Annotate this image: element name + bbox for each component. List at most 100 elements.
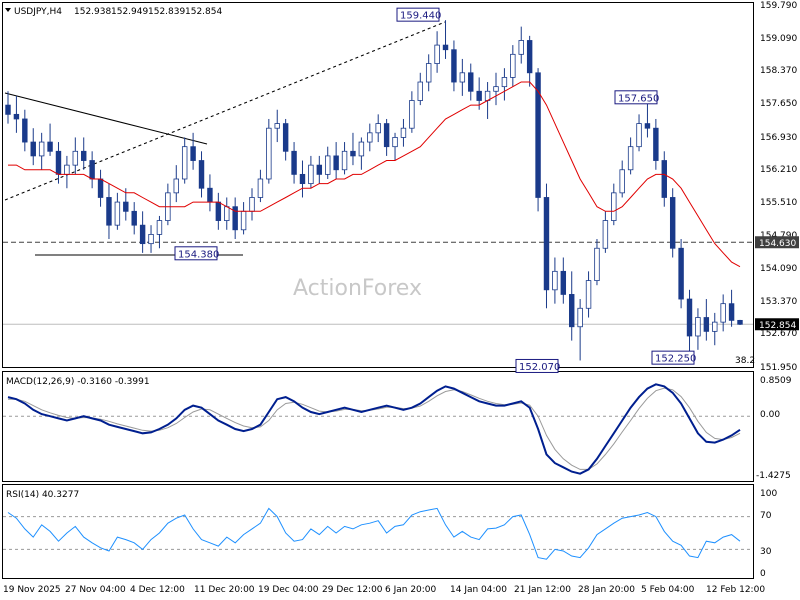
candle — [442, 20, 449, 59]
time-tick: 21 Jan 12:00 — [514, 585, 571, 595]
candle — [38, 132, 45, 170]
candle — [392, 132, 398, 161]
macd-pane — [2, 371, 754, 482]
time-tick: 14 Jan 04:00 — [450, 585, 507, 595]
candle — [703, 299, 710, 341]
candle — [156, 215, 163, 249]
candle — [308, 155, 314, 189]
candle — [468, 63, 474, 101]
candle — [695, 308, 701, 350]
candle — [678, 239, 684, 309]
open-value: 152.938 — [74, 7, 111, 17]
candle — [47, 123, 53, 156]
price-tick: 154.090 — [760, 264, 797, 274]
price-annotation: 154.380 — [174, 246, 219, 261]
fib-level-label: 38.2 — [735, 356, 755, 366]
candle — [636, 114, 642, 152]
price-tick: 157.650 — [760, 99, 797, 109]
price-tick: 154.790 — [760, 231, 797, 241]
candle — [611, 183, 617, 226]
time-tick: 11 Dec 20:00 — [194, 585, 255, 595]
candle — [367, 123, 373, 152]
candle — [661, 151, 667, 207]
candle — [316, 155, 323, 184]
rsi-pane — [2, 484, 754, 579]
candle — [476, 77, 482, 110]
candle — [686, 289, 693, 353]
rising-trendline[interactable] — [4, 21, 446, 201]
time-tick: 12 Feb 12:00 — [706, 585, 765, 595]
time-tick: 6 Jan 20:00 — [385, 585, 437, 595]
price-tick: 153.370 — [760, 297, 797, 307]
price-annotation-label: 154.380 — [178, 249, 219, 260]
price-tick: 156.930 — [760, 133, 797, 143]
candle — [409, 91, 415, 133]
candle — [712, 312, 718, 346]
time-axis: 19 Nov 2025 27 Nov 04:00 4 Dec 12:00 11 … — [3, 585, 765, 595]
high-value: 152.949 — [111, 7, 148, 17]
candle — [552, 257, 558, 304]
candle — [653, 118, 659, 170]
rsi-line — [7, 507, 741, 560]
time-tick: 29 Dec 12:00 — [322, 585, 383, 595]
price-tag-label: 152.854 — [759, 321, 796, 331]
rsi-tick: 30 — [760, 547, 772, 557]
macd-tick: 0.00 — [760, 410, 780, 420]
price-tag-label: 154.630 — [759, 239, 796, 249]
candle — [510, 45, 516, 87]
candle — [5, 91, 11, 124]
candle — [291, 142, 297, 184]
candle — [81, 137, 87, 170]
candle — [737, 319, 743, 325]
low-value: 152.839 — [148, 7, 185, 17]
price-tick: 151.950 — [760, 363, 797, 373]
candle — [72, 137, 79, 175]
candle — [274, 109, 280, 143]
price-axis: 159.790 159.090 158.370 157.650 156.930 … — [760, 1, 797, 373]
price-tick: 156.210 — [760, 165, 797, 175]
price-tags-group: 154.630 152.854 — [755, 236, 799, 331]
candle — [425, 54, 432, 92]
candle — [123, 188, 129, 221]
price-annotation-label: 152.250 — [655, 354, 696, 365]
price-annotation: 152.070 — [515, 358, 560, 373]
candle — [602, 211, 609, 253]
candle — [173, 165, 179, 203]
candle — [518, 26, 524, 64]
candle — [358, 137, 365, 170]
price-annotation: 152.250 — [651, 350, 696, 365]
candle — [728, 289, 735, 327]
candle — [459, 58, 466, 96]
falling-trendline[interactable] — [4, 92, 208, 145]
macd-tick: 0.8509 — [760, 376, 792, 386]
candle — [13, 95, 20, 133]
candle — [669, 188, 676, 258]
candle — [257, 169, 264, 203]
candle — [333, 142, 339, 179]
candle — [493, 72, 499, 106]
candle — [720, 294, 726, 332]
candle — [577, 299, 583, 361]
time-tick: 28 Jan 20:00 — [578, 585, 635, 595]
annotations-group: 159.440 157.650 154.380 152.070 152.250 — [174, 7, 696, 373]
candle — [644, 102, 651, 138]
candle — [341, 142, 348, 175]
candle — [22, 109, 28, 152]
candle — [266, 118, 272, 184]
time-tick: 19 Dec 04:00 — [258, 585, 319, 595]
rsi-tick: 0 — [760, 569, 766, 579]
candle — [325, 146, 331, 179]
candle — [190, 132, 196, 170]
price-header: USDJPY,H4 152.938 152.949 152.839 152.85… — [5, 7, 222, 17]
collapse-triangle-icon[interactable] — [5, 8, 11, 12]
price-annotation-label: 152.070 — [519, 362, 560, 373]
price-annotation: 157.650 — [614, 90, 659, 105]
macd-axis: 0.8509 0.00 -1.4275 — [756, 376, 792, 481]
candle — [526, 35, 533, 87]
candle — [383, 118, 390, 156]
candles-group — [5, 20, 743, 361]
candle — [232, 197, 238, 240]
candle — [350, 132, 356, 166]
symbol-label: USDJPY,H4 — [14, 7, 62, 17]
